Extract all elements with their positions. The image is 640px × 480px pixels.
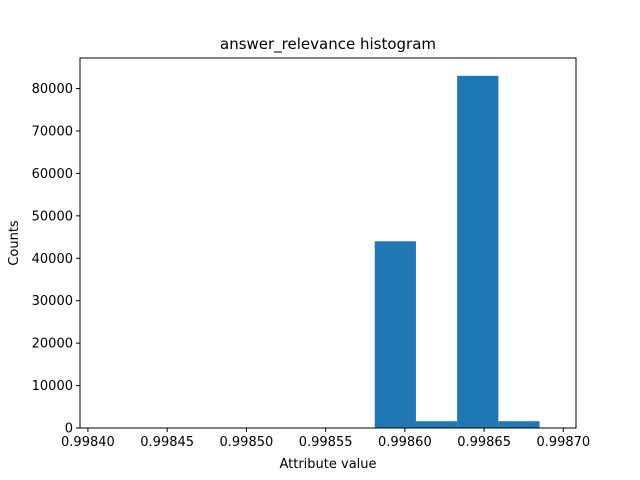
y-tick-label: 20000 xyxy=(32,337,73,352)
y-tick-label: 40000 xyxy=(32,252,73,267)
y-tick-label: 0 xyxy=(65,422,73,437)
x-tick-label: 0.99860 xyxy=(378,435,432,450)
plot-frame xyxy=(79,57,577,429)
x-tick-label: 0.99845 xyxy=(140,435,194,450)
histogram-bar-3 xyxy=(498,421,540,428)
histogram-bar-1 xyxy=(415,421,458,428)
x-tick-label: 0.99855 xyxy=(299,435,353,450)
x-tick-label: 0.99870 xyxy=(536,435,590,450)
histogram-bar-0 xyxy=(374,241,416,428)
plot-area xyxy=(80,58,576,428)
y-tick-label: 50000 xyxy=(32,209,73,224)
y-tick-label: 60000 xyxy=(32,167,73,182)
x-axis: 0.99840 0.99845 0.99850 0.99855 0.99860 0.998… xyxy=(61,428,590,450)
y-tick-label: 80000 xyxy=(32,82,73,97)
y-tick-label: 70000 xyxy=(32,124,73,139)
x-tick-label: 0.99850 xyxy=(220,435,274,450)
histogram-bar-2 xyxy=(457,75,499,428)
x-tick-label: 0.99840 xyxy=(61,435,115,450)
y-tick-label: 30000 xyxy=(32,294,73,309)
x-tick-label: 0.99865 xyxy=(457,435,511,450)
y-axis: 0 10000 20000 30000 40000 50000 60000 70000 8000… xyxy=(32,82,80,437)
bars-group xyxy=(374,75,540,428)
y-axis-label: Counts xyxy=(7,220,22,266)
x-axis-label: Attribute value xyxy=(279,457,376,472)
y-tick-label: 10000 xyxy=(32,379,73,394)
chart-title: answer_relevance histogram xyxy=(220,35,436,54)
